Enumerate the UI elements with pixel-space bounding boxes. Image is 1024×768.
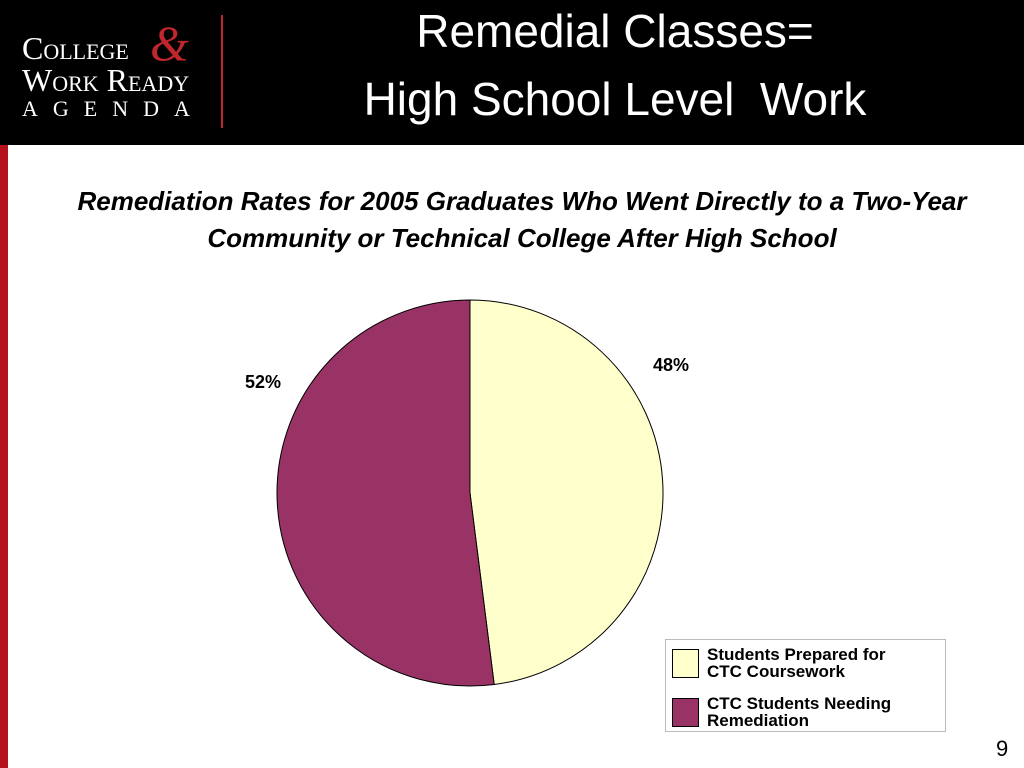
legend-label: Students Prepared for CTC Coursework xyxy=(707,645,886,681)
pie-slice xyxy=(276,299,495,687)
legend-entry: Students Prepared for CTC Coursework xyxy=(672,646,922,680)
legend-entry: CTC Students Needing Remediation xyxy=(672,695,922,729)
chart-title: Remediation Rates for 2005 Graduates Who… xyxy=(77,186,967,253)
data-label: 52% xyxy=(245,372,281,392)
legend: Students Prepared for CTC Coursework CTC … xyxy=(665,639,946,732)
logo-text: College xyxy=(22,30,129,66)
data-label: 48% xyxy=(653,355,689,375)
logo-ampersand: & xyxy=(150,15,189,71)
legend-swatch xyxy=(672,697,699,727)
pie-slice xyxy=(469,299,664,686)
legend-label: CTC Students Needing Remediation xyxy=(707,694,892,730)
logo-text: Work Ready xyxy=(22,62,190,98)
slide-title: High School Level Work xyxy=(363,73,867,125)
page-number: 9 xyxy=(996,736,1009,761)
slide-title: Remedial Classes= xyxy=(416,5,814,57)
legend-swatch xyxy=(672,648,699,678)
logo-text: AGENDA xyxy=(22,96,205,121)
header: College & Work Ready AGENDA Remedial Cla… xyxy=(0,0,1024,145)
side-bar xyxy=(0,145,8,768)
divider xyxy=(221,15,223,128)
